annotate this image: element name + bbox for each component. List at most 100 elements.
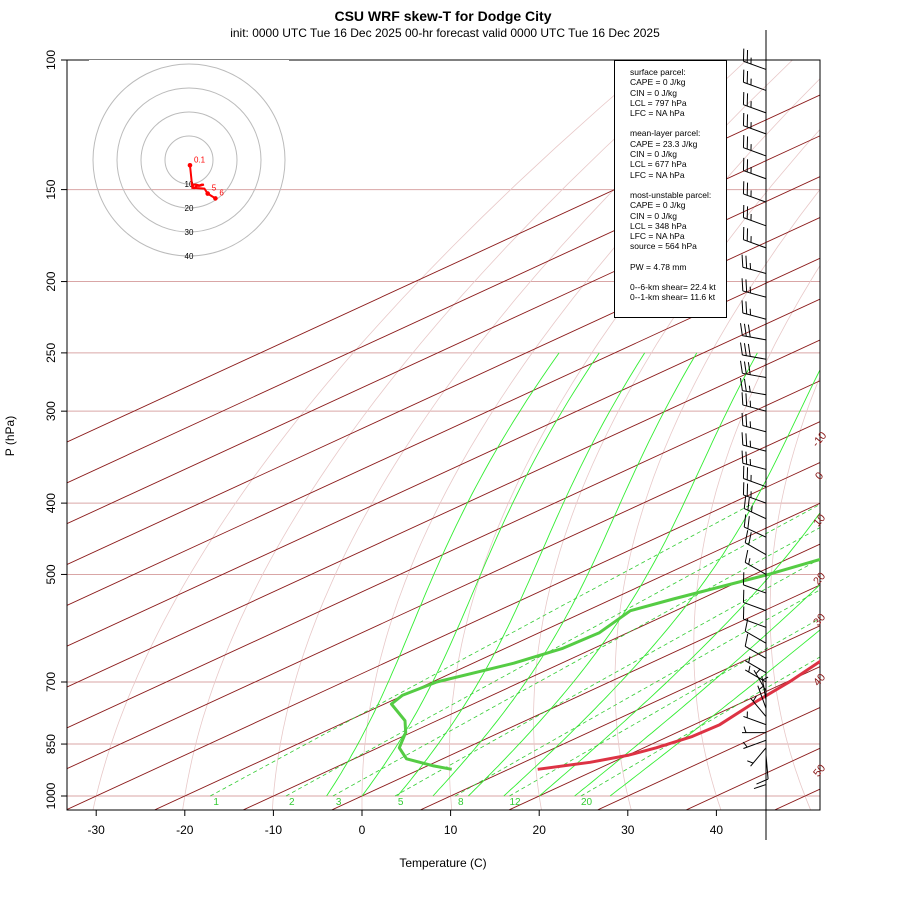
legend-line: PW = 4.78 mm xyxy=(630,261,687,272)
isotherm-label: 10 xyxy=(811,512,828,529)
wind-barb-group xyxy=(740,30,769,840)
isotherm-line xyxy=(773,788,820,810)
isotherm-label: 40 xyxy=(811,672,828,689)
x-tick-label: -10 xyxy=(265,823,283,837)
isotherm-line xyxy=(67,176,820,525)
moist-adiabat xyxy=(538,512,820,797)
wind-barb xyxy=(741,278,767,298)
legend-line: mean-layer parcel: xyxy=(630,128,701,139)
hodograph-point-label: 6 xyxy=(219,188,224,197)
y-tick-label: 150 xyxy=(44,179,58,199)
legend-line: CAPE = 23.3 J/kg xyxy=(630,138,698,149)
moist-adiabat xyxy=(609,629,820,797)
moist-adiabat xyxy=(503,368,820,797)
legend-line: CAPE = 0 J/kg xyxy=(630,77,686,88)
wind-barb xyxy=(742,135,767,157)
wind-barb xyxy=(741,300,767,320)
isotherm-label: -10 xyxy=(810,430,829,450)
wind-barb xyxy=(743,711,767,726)
mixing-ratio-label: 3 xyxy=(336,797,342,808)
wind-barb xyxy=(753,668,767,692)
hodograph-ring-label: 30 xyxy=(185,228,194,237)
hodograph-ring xyxy=(116,87,262,233)
mixing-ratio-label: 8 xyxy=(458,797,464,808)
y-tick-label: 500 xyxy=(44,564,58,584)
dry-adiabat xyxy=(448,78,820,810)
wind-barb xyxy=(742,69,767,91)
wind-barb xyxy=(744,656,767,674)
dry-adiabat xyxy=(271,60,747,810)
hodograph-ring xyxy=(140,111,238,209)
isotherm-line xyxy=(67,298,820,647)
hodograph-path xyxy=(189,165,216,200)
legend-block: 0--6-km shear= 22.4 kt 0--1-km shear= 11.… xyxy=(630,282,726,303)
y-axis-label: P (hPa) xyxy=(3,416,17,456)
legend-block: PW = 4.78 mm xyxy=(630,262,726,272)
legend-line: LCL = 348 hPa xyxy=(630,220,687,231)
wind-barb xyxy=(742,589,767,612)
x-tick-label: 10 xyxy=(444,823,458,837)
hodograph-point-label: 5 xyxy=(212,184,217,193)
plot-frame xyxy=(66,59,821,811)
wind-barb xyxy=(750,695,767,717)
hodograph-ring xyxy=(92,63,286,257)
isotherm-group xyxy=(67,60,900,812)
legend-block: most-unstable parcel: CAPE = 0 J/kg CIN = … xyxy=(630,190,726,252)
hodograph-point xyxy=(187,162,193,168)
wind-barb xyxy=(742,227,767,249)
wind-barb xyxy=(743,514,767,538)
legend-line: CIN = 0 J/kg xyxy=(630,149,678,160)
legend-line: most-unstable parcel: xyxy=(630,189,712,200)
y-tick-label: 300 xyxy=(44,401,58,421)
dry-adiabat xyxy=(92,60,656,810)
mixing-ratio-label: 12 xyxy=(509,797,521,808)
wind-barb xyxy=(741,432,767,452)
isotherm-line xyxy=(860,60,900,812)
mixing-ratio-line xyxy=(454,589,820,797)
dry-adiabat xyxy=(533,128,820,810)
isotherm-line xyxy=(419,625,820,810)
dry-adiabat xyxy=(769,375,820,810)
isotherm-line xyxy=(67,380,820,729)
wind-barb xyxy=(740,378,767,396)
moist-adiabat xyxy=(397,352,646,797)
legend-line: surface parcel: xyxy=(630,67,686,77)
isotherm-line xyxy=(507,666,820,810)
temperature-line xyxy=(537,659,820,771)
hodograph-ring-label: 40 xyxy=(185,252,194,261)
isotherm-line xyxy=(67,257,820,606)
wind-barb xyxy=(744,549,767,575)
x-tick-label: 30 xyxy=(621,823,635,837)
legend-line: 0--1-km shear= 11.6 kt xyxy=(630,292,716,303)
mixing-ratio-line xyxy=(580,656,820,797)
hodograph-point xyxy=(205,191,211,196)
hodograph-point xyxy=(213,196,218,201)
wind-barb xyxy=(742,739,767,749)
hodograph-background xyxy=(89,60,289,180)
moist-adiabat xyxy=(467,352,758,797)
hodograph-ring xyxy=(164,135,214,185)
isotherm-label: 30 xyxy=(811,611,828,628)
isotherm-label: 50 xyxy=(811,762,828,779)
legend-block: mean-layer parcel: CAPE = 23.3 J/kg CIN = … xyxy=(630,128,726,179)
wind-barb xyxy=(747,747,767,767)
isotherm-line xyxy=(241,543,820,810)
wind-barb xyxy=(740,342,767,360)
wind-barb xyxy=(742,181,767,203)
wind-barb xyxy=(742,726,766,734)
isotherm-label: 20 xyxy=(811,570,828,587)
wind-barb xyxy=(753,760,767,790)
wind-barb xyxy=(744,665,767,683)
wind-barb xyxy=(740,323,767,341)
wind-barb xyxy=(742,204,767,227)
x-tick-label: -20 xyxy=(176,823,194,837)
wind-barb xyxy=(741,450,767,470)
wind-barb xyxy=(741,392,767,412)
x-tick-label: -30 xyxy=(88,823,106,837)
isotherm-line xyxy=(67,339,820,688)
wind-barb xyxy=(744,530,767,556)
wind-barb xyxy=(742,113,767,135)
moist-adiabat xyxy=(574,583,820,797)
legend-line: LCL = 677 hPa xyxy=(630,159,687,170)
wind-barb xyxy=(742,157,767,180)
